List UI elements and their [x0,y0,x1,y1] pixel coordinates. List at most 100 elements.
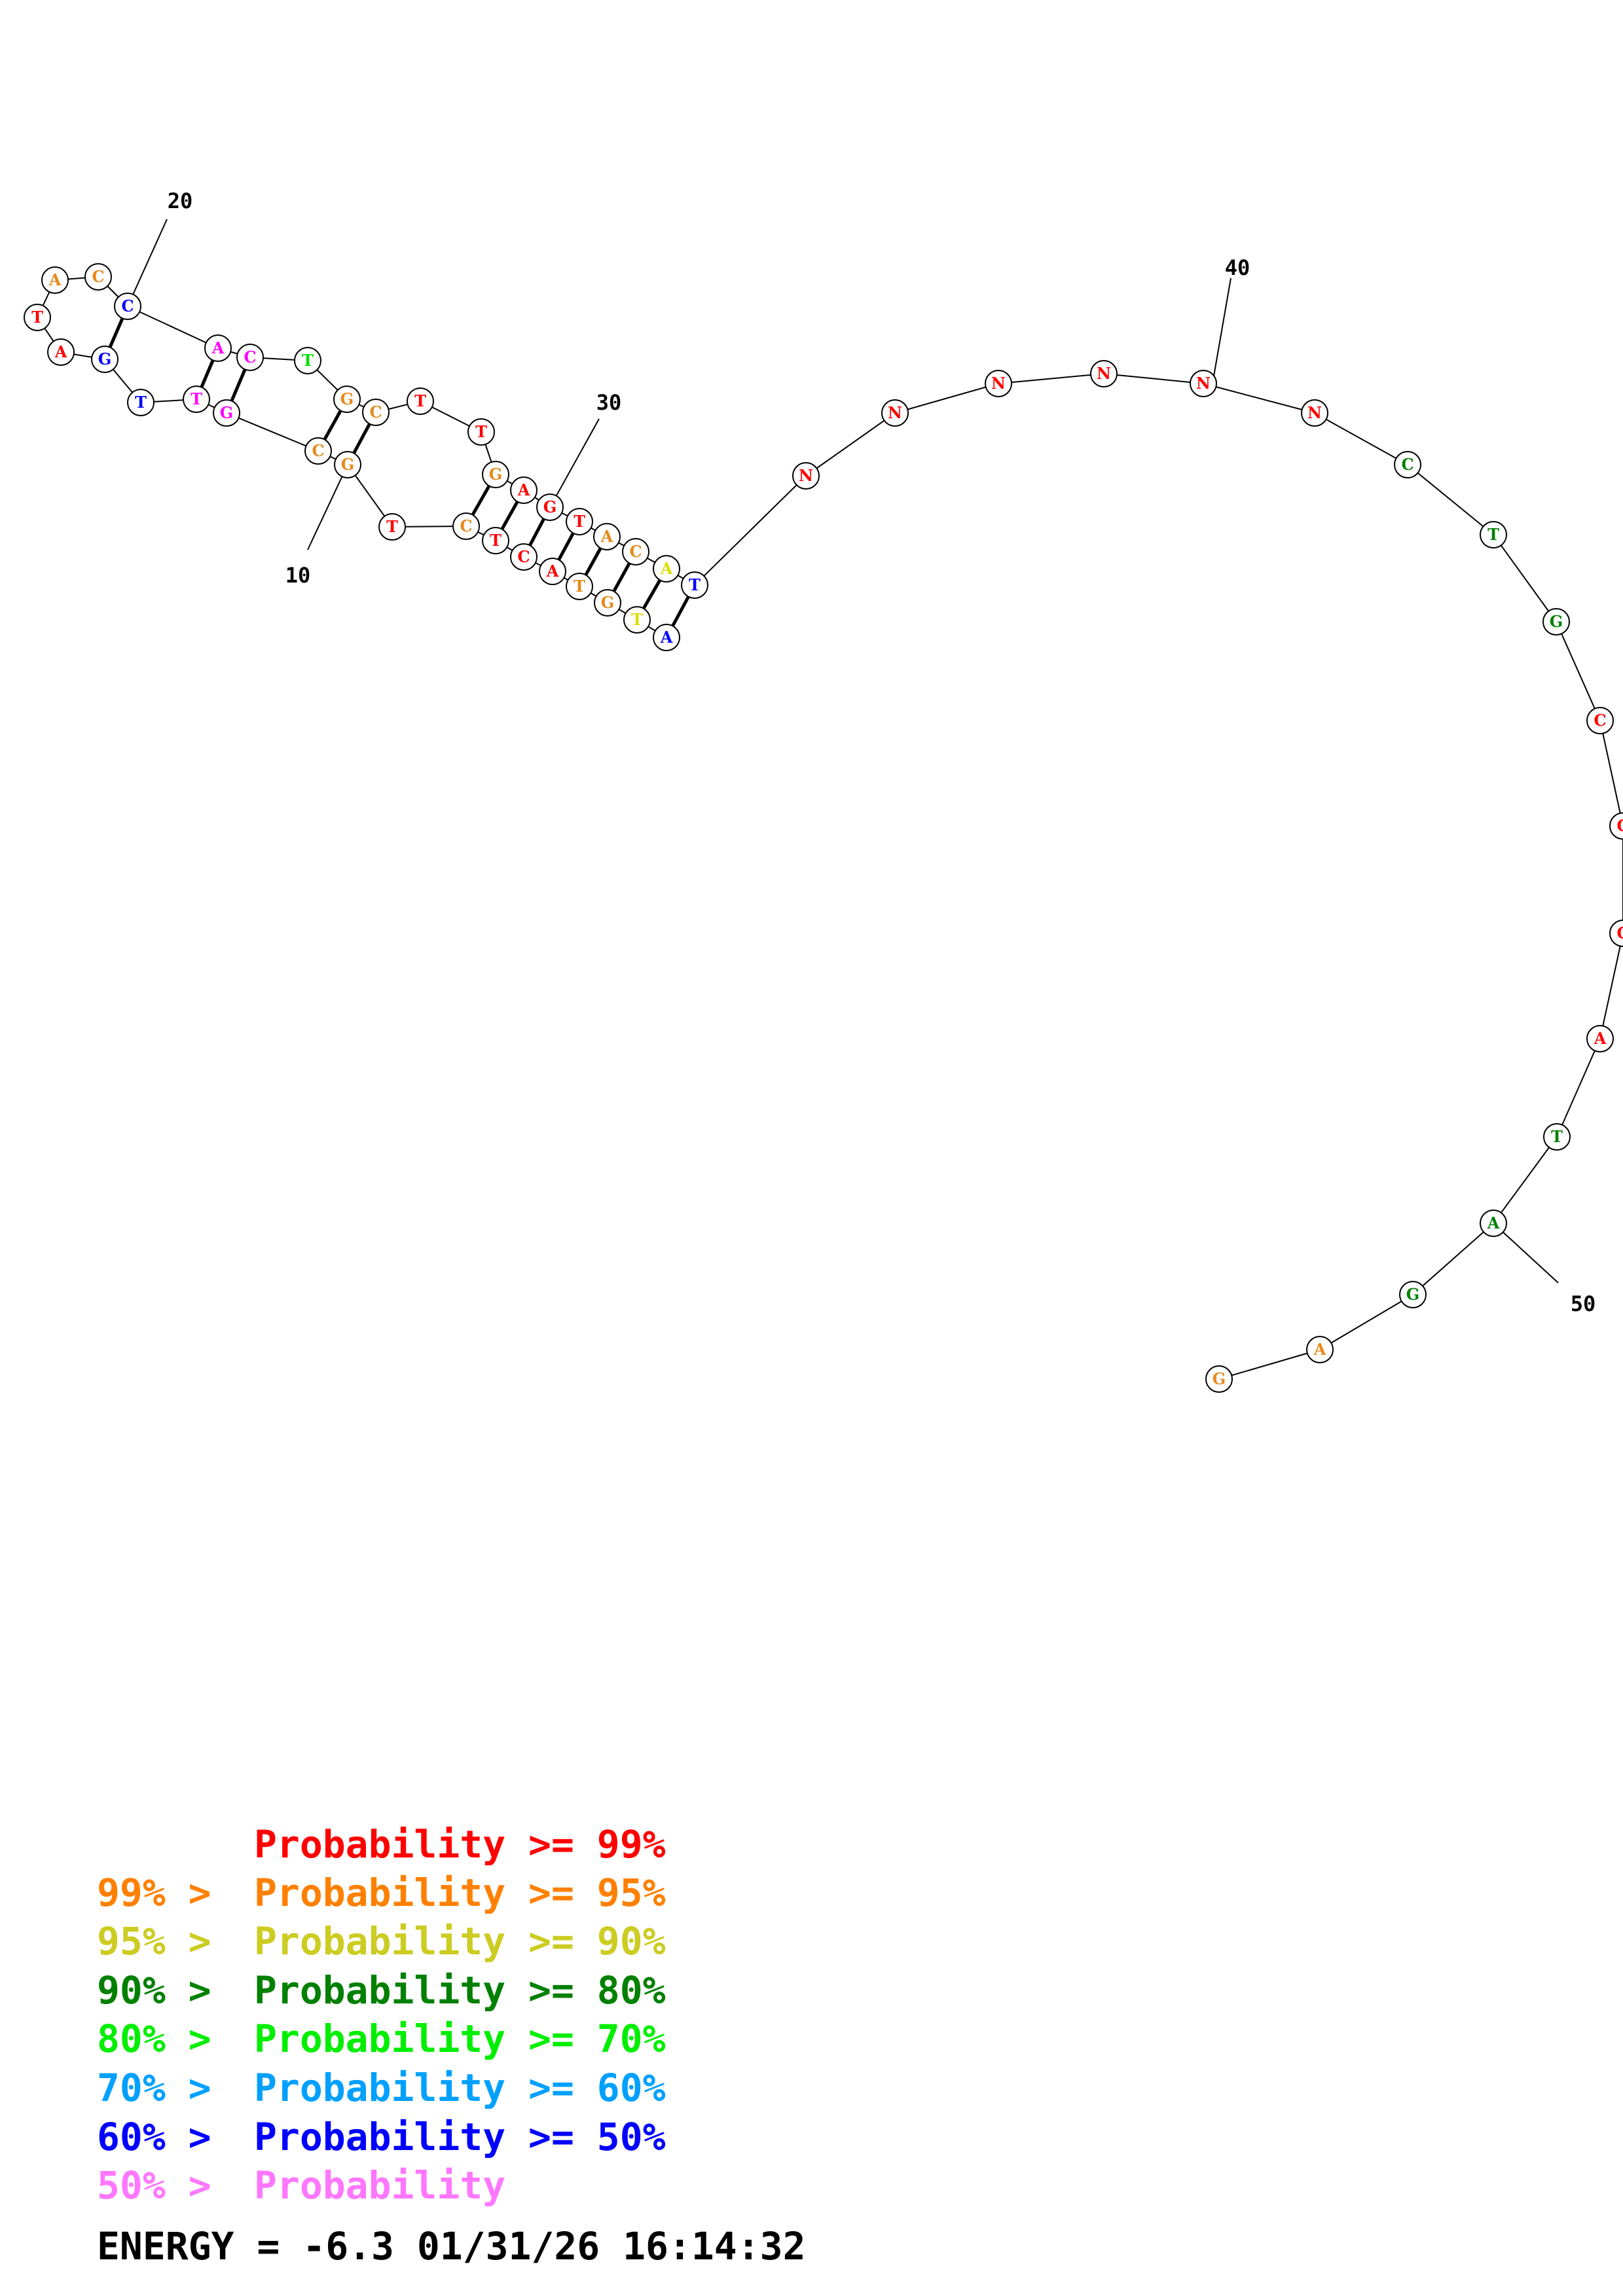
nucleotide-base-letter: C [1616,924,1623,942]
nucleotide: A [539,558,566,585]
nucleotide-circle [407,387,434,415]
backbone-segment [894,383,999,414]
backbone-segment [1103,373,1204,384]
nucleotide-base-letter: N [799,466,813,485]
nucleotide-circle [1399,1281,1427,1308]
nucleotide-base-letter: T [386,517,398,536]
nucleotide-base-letter: C [1401,455,1413,474]
nucleotide-circle [41,266,69,294]
nucleotide-base-letter: A [1594,1029,1607,1048]
nucleotide: A [593,523,621,550]
nucleotide-base-letter: N [1097,364,1111,383]
legend-text: Probability >= 50% [254,2115,666,2159]
nucleotide-base-letter: T [302,351,314,370]
nucleotide: C [1609,920,1623,947]
nucleotide-base-letter: C [1616,816,1623,835]
nucleotide-circle [334,451,361,478]
nucleotide-base-letter: G [341,455,355,474]
nucleotide-circle [183,386,210,413]
nucleotide-base-letter: A [48,270,62,289]
nucleotide: C [304,437,332,465]
nucleotide-base-letter: C [369,403,382,422]
nucleotide-base-letter: A [660,559,673,578]
nucleotide-base-letter: G [601,593,615,612]
nucleotide: T [1543,1123,1571,1151]
nucleotide: N [792,462,820,490]
nucleotide: A [1586,1025,1614,1052]
nucleotide-base-letter: T [31,308,43,327]
nucleotide-circle [792,462,820,490]
nucleotide: N [1090,360,1118,387]
nucleotide-circle [236,344,264,371]
nucleotide-circle [622,538,649,565]
nucleotide-base-letter: N [991,374,1006,393]
nucleotide: A [47,338,75,366]
nucleotide: T [24,304,51,331]
nucleotide: T [294,347,321,374]
nucleotide-base-letter: G [1550,612,1563,631]
nucleotide-circle [593,523,621,550]
nucleotide: G [1205,1365,1233,1393]
nucleotide-circle [1609,812,1623,840]
nucleotide: G [91,346,119,373]
backbone-segment [1218,1349,1321,1380]
nucleotide-circle [985,370,1012,397]
legend-prefix: 80% > [97,2017,234,2061]
nucleotide-circle [881,399,909,427]
nucleotide: C [452,512,480,540]
nucleotide-base-letter: T [1487,525,1499,544]
legend-line-6: 70% > Probability >= 60% [97,2066,666,2110]
nucleotide-base-letter: T [475,422,487,441]
nucleotide-base-letter: T [574,512,585,531]
nucleotide: C [1394,451,1421,478]
position-label: 30 [596,390,622,415]
nucleotide: A [41,266,69,294]
base-pair-layer [103,306,697,639]
position-label: 40 [1225,255,1250,280]
nucleotide-base-letter: A [1313,1340,1326,1359]
nucleotide-base-letter: C [92,267,104,286]
nucleotide: C [362,399,390,426]
nucleotide-base-letter: T [631,610,643,629]
nucleotide: N [1190,370,1217,397]
position-label: 20 [168,188,193,213]
nucleotide-circle [482,527,509,554]
nucleotide-base-letter: N [888,403,902,422]
legend-prefix: 99% > [97,1871,234,1915]
nucleotide-circle [1586,707,1614,734]
position-tick-line [1212,278,1231,384]
nucleotide-circle [467,418,495,446]
legend-text: Probability >= 99% [254,1822,666,1867]
backbone-segment [1556,621,1601,721]
nucleotide: N [881,399,909,427]
nucleotide-circle [1301,399,1328,427]
nucleotide: C [84,263,112,291]
position-label: 10 [285,563,311,588]
position-tick-line [127,219,168,307]
legend-prefix: 60% > [97,2115,234,2159]
nucleotide-base-letter: T [414,391,426,410]
nucleotide: G [1399,1281,1427,1308]
backbone-segment [226,412,319,452]
nucleotide-base-letter: C [460,516,472,535]
nucleotide-circle [294,347,321,374]
nucleotide-base-letter: C [629,542,642,561]
position-tick-line [1493,1223,1559,1283]
nucleotide-circle [1543,1123,1571,1151]
backbone-layer [37,276,1623,1380]
nucleotide-base-letter: T [490,531,501,550]
legend-line-3: 95% > Probability >= 90% [97,1919,666,1964]
legend-text: Probability [254,2163,505,2208]
nucleotide: C [114,293,141,320]
backbone-segment [127,306,219,349]
nucleotide-base-letter: A [546,562,559,581]
legend-line-2: 99% > Probability >= 95% [97,1871,666,1915]
nucleotide-base-letter: T [1551,1127,1563,1146]
nucleotide-circle [1205,1365,1233,1393]
nucleotide-circle [1306,1336,1334,1363]
nucleotide: A [1306,1336,1334,1363]
nucleotide-circle [84,263,112,291]
nucleotide: T [183,386,210,413]
nucleotide: C [1609,812,1623,840]
